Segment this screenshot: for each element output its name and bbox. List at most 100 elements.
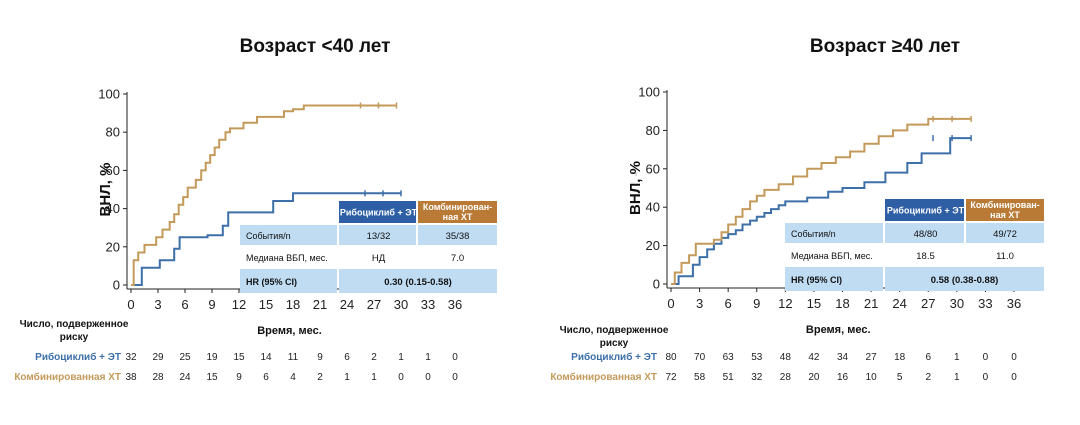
c1-table-hr-bg: [785, 267, 883, 291]
chart-title-under-40: Возраст <40 лет: [239, 36, 391, 57]
c0-risk-value: 1: [425, 352, 431, 363]
c1-risk-value: 1: [954, 372, 960, 383]
c1-risk-value: 0: [1011, 372, 1017, 383]
c0-y-tick-label: 40: [106, 201, 120, 216]
c0-table-row-bg: [339, 225, 416, 245]
c1-risk-value: 20: [808, 372, 820, 383]
c0-risk-value: 29: [152, 352, 164, 363]
c1-risk-value: 1: [954, 352, 960, 363]
c0-risk-value: 32: [125, 352, 137, 363]
c0-x-axis-label: Время, мес.: [257, 325, 322, 337]
c1-risk-value: 2: [925, 372, 931, 383]
c0-table-header-ribociclib: [339, 201, 416, 223]
c0-table-hr-value: 0.30 (0.15-0.58): [384, 277, 452, 288]
c0-table-cell-chemo: 35/38: [446, 231, 470, 242]
c1-risk-value: 63: [723, 352, 735, 363]
c0-y-tick-label: 100: [98, 87, 120, 102]
c0-table-row-label: Медиана ВБП, мес.: [246, 253, 328, 263]
c0-risk-row-name: Комбинированная ХТ: [14, 371, 121, 383]
c1-y-tick-label: 80: [646, 123, 660, 138]
c0-x-tick-label: 6: [181, 297, 188, 312]
c0-risk-header-line: риску: [60, 332, 89, 343]
c0-risk-header: Число, подверженное риску: [20, 319, 129, 343]
c1-risk-value: 53: [751, 352, 763, 363]
c0-table-hr-bg: [339, 269, 497, 293]
c1-x-tick-label: 12: [778, 296, 792, 311]
c1-risk-header-line: Число, подверженное: [560, 325, 669, 336]
c1-risk-value: 0: [1011, 352, 1017, 363]
c0-table-cell-ribociclib: 13/32: [367, 231, 391, 242]
c0-risk-value: 15: [233, 352, 245, 363]
c0-risk-value: 4: [290, 372, 296, 383]
c1-x-tick-label: 36: [1007, 296, 1021, 311]
c1-table-hr-label: HR (95% CI): [791, 275, 842, 285]
c0-table-cell-chemo: 7.0: [451, 253, 464, 264]
c0-y-tick-label: 60: [106, 163, 120, 178]
c1-risk-row-name: Комбинированная ХТ: [550, 371, 657, 383]
c1-risk-value: 51: [723, 372, 735, 383]
c0-table-col-chemo: Комбинирован-ная ХТ: [423, 202, 492, 222]
c1-table-col-ribociclib: Рибоциклиб + ЭТ: [887, 206, 965, 216]
c1-y-tick-label: 100: [638, 85, 660, 100]
c1-x-tick-label: 0: [667, 296, 674, 311]
c0-series-line-chemo: [131, 104, 397, 286]
c0-x-tick-label: 21: [313, 297, 327, 312]
c1-table-col-chemo-line: ная ХТ: [990, 210, 1020, 220]
c0-x-tick-label: 3: [154, 297, 161, 312]
c0-risk-value: 0: [452, 372, 458, 383]
c1-risk-row-name: Рибоциклиб + ЭТ: [571, 351, 657, 363]
c0-x-tick-label: 9: [208, 297, 215, 312]
c0-table-cell-ribociclib: НД: [372, 253, 386, 264]
c1-risk-value: 16: [837, 372, 849, 383]
c0-x-tick-label: 24: [340, 297, 354, 312]
c1-risk-value: 48: [780, 352, 792, 363]
c0-x-tick-label: 27: [367, 297, 381, 312]
c0-risk-value: 1: [398, 352, 404, 363]
c0-risk-value: 24: [179, 372, 191, 383]
c1-risk-value: 27: [866, 352, 878, 363]
c1-y-tick-label: 0: [653, 277, 660, 292]
c1-x-tick-label: 27: [921, 296, 935, 311]
c1-risk-value: 72: [665, 372, 677, 383]
c1-x-tick-label: 18: [835, 296, 849, 311]
c1-x-tick-label: 24: [892, 296, 906, 311]
c0-risk-value: 1: [371, 372, 377, 383]
c1-y-axis-label: ВНЛ, %: [627, 161, 644, 215]
c0-risk-value: 0: [452, 352, 458, 363]
c1-table-cell-ribociclib: 18.5: [916, 251, 935, 262]
c0-risk-value: 1: [344, 372, 350, 383]
c0-risk-value: 9: [317, 352, 323, 363]
c1-table-row-bg: [966, 223, 1044, 243]
c1-table-col-chemo-line: Комбинирован-: [970, 200, 1039, 210]
chart-title-40-plus: Возраст ≥40 лет: [809, 36, 961, 57]
c0-x-tick-label: 33: [421, 297, 435, 312]
c0-risk-header-line: Число, подверженное: [20, 319, 129, 330]
c0-x-tick-label: 15: [259, 297, 273, 312]
c0-y-tick-label: 80: [106, 125, 120, 140]
c0-y-tick-label: 20: [106, 239, 120, 254]
c1-risk-value: 70: [694, 352, 706, 363]
c1-table-hr-value: 0.58 (0.38-0.88): [931, 275, 999, 286]
c1-risk-header: Число, подверженное риску: [560, 325, 669, 349]
c0-x-tick-label: 30: [394, 297, 408, 312]
c1-y-tick-label: 60: [646, 161, 660, 176]
c0-table-col-chemo-line: ная ХТ: [443, 212, 473, 222]
c1-table-row-bg: [785, 223, 883, 243]
c0-table-row-bg: [240, 225, 337, 245]
c1-table-col-chemo: Комбинирован-ная ХТ: [970, 200, 1039, 220]
c0-x-tick-label: 36: [448, 297, 462, 312]
c1-risk-value: 42: [808, 352, 820, 363]
c1-risk-value: 28: [780, 372, 792, 383]
c1-y-tick-label: 20: [646, 238, 660, 253]
c0-risk-value: 38: [125, 372, 137, 383]
c0-risk-value: 0: [398, 372, 404, 383]
c1-x-tick-label: 21: [864, 296, 878, 311]
c0-table-header-chemo: [418, 201, 497, 223]
c0-table-col-ribociclib: Рибоциклиб + ЭТ: [340, 208, 418, 218]
c0-risk-value: 14: [260, 352, 272, 363]
c1-risk-value: 58: [694, 372, 706, 383]
c1-risk-header-line: риску: [600, 338, 629, 349]
c0-series-line-ribociclib: [131, 192, 401, 286]
c1-table-cell-ribociclib: 48/80: [914, 229, 938, 240]
